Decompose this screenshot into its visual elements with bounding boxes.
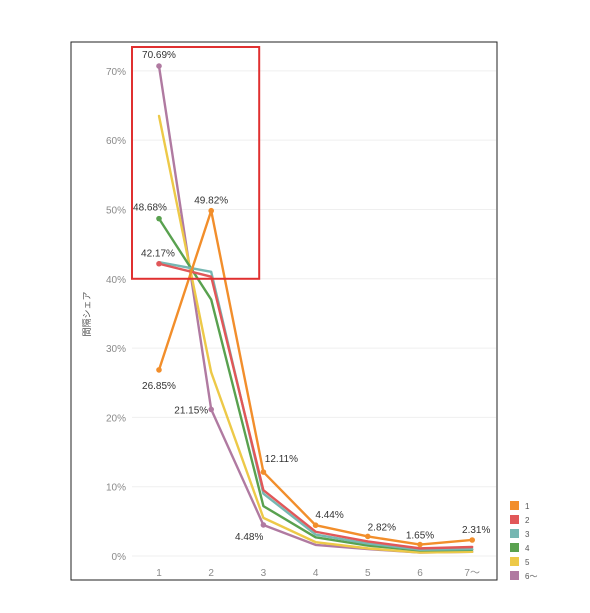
- series-line-3: [157, 260, 474, 551]
- data-point: [156, 260, 162, 267]
- x-tick-label: 7〜: [464, 568, 480, 579]
- data-point: [260, 522, 267, 528]
- legend-swatch: [510, 515, 519, 524]
- data-label: 48.68%: [133, 203, 167, 214]
- data-label: 12.11%: [265, 454, 298, 465]
- data-point: [417, 541, 423, 548]
- x-tick-label: 3: [261, 568, 267, 579]
- series-line-2: [157, 262, 474, 550]
- series-line-6: [157, 64, 474, 554]
- legend-label: 4: [525, 544, 530, 553]
- data-point: [312, 522, 319, 529]
- series-layer: [156, 63, 476, 554]
- legend-swatch: [510, 501, 519, 510]
- x-tick-label: 6: [417, 568, 423, 579]
- data-labels: 26.85% 49.82% 12.11% 4.44% 2.82% 1.65% 2.31% 42…: [133, 50, 490, 543]
- data-label: 1.65%: [406, 531, 434, 542]
- highlight-box: [131, 46, 261, 280]
- y-tick-label: 10%: [106, 483, 126, 494]
- data-point: [156, 63, 162, 69]
- legend-swatch: [510, 529, 519, 538]
- y-tick-label: 50%: [106, 205, 126, 216]
- y-tick-label: 40%: [106, 275, 126, 286]
- data-label: 2.82%: [368, 522, 396, 533]
- data-point: [156, 215, 162, 222]
- y-axis-label: 間隔シェア: [82, 291, 92, 336]
- chart-frame: [70, 41, 498, 581]
- y-tick-label: 30%: [106, 344, 126, 355]
- legend-label: 2: [525, 516, 530, 525]
- data-point: [469, 537, 476, 543]
- x-axis: 1 2 3 4 5 6 7〜: [156, 568, 480, 579]
- data-point: [156, 367, 162, 373]
- legend: 1 2 3 4 5 6〜: [510, 501, 537, 581]
- data-label: 70.69%: [142, 50, 176, 61]
- x-tick-label: 1: [156, 568, 162, 579]
- data-label: 2.31%: [462, 525, 490, 536]
- x-tick-label: 2: [208, 568, 214, 579]
- x-tick-label: 4: [313, 568, 319, 579]
- y-tick-label: 0%: [112, 552, 127, 563]
- legend-label: 1: [525, 502, 530, 511]
- legend-label: 5: [525, 558, 530, 567]
- y-tick-label: 60%: [106, 136, 126, 147]
- annotation-layer: [131, 46, 261, 280]
- series-line-4: [157, 217, 474, 552]
- legend-label: 6〜: [525, 572, 537, 581]
- data-label: 4.44%: [315, 510, 343, 521]
- data-label: 42.17%: [141, 249, 175, 260]
- x-tick-label: 5: [365, 568, 371, 579]
- legend-swatch: [510, 543, 519, 552]
- data-label: 21.15%: [174, 405, 208, 416]
- legend-label: 3: [525, 530, 530, 539]
- data-label: 4.48%: [235, 532, 263, 543]
- data-point: [260, 469, 267, 475]
- legend-swatch: [510, 571, 519, 580]
- y-tick-label: 70%: [106, 67, 126, 78]
- y-axis: 0% 10% 20% 30% 40% 50% 60% 70%: [106, 67, 126, 563]
- data-point: [208, 406, 214, 413]
- y-tick-label: 20%: [106, 413, 126, 424]
- data-point: [365, 533, 371, 540]
- series-line-5: [157, 114, 474, 554]
- legend-swatch: [510, 557, 519, 566]
- data-label: 26.85%: [142, 381, 176, 392]
- data-label: 49.82%: [194, 196, 228, 207]
- grid-layer: [132, 70, 496, 557]
- data-point: [208, 207, 214, 214]
